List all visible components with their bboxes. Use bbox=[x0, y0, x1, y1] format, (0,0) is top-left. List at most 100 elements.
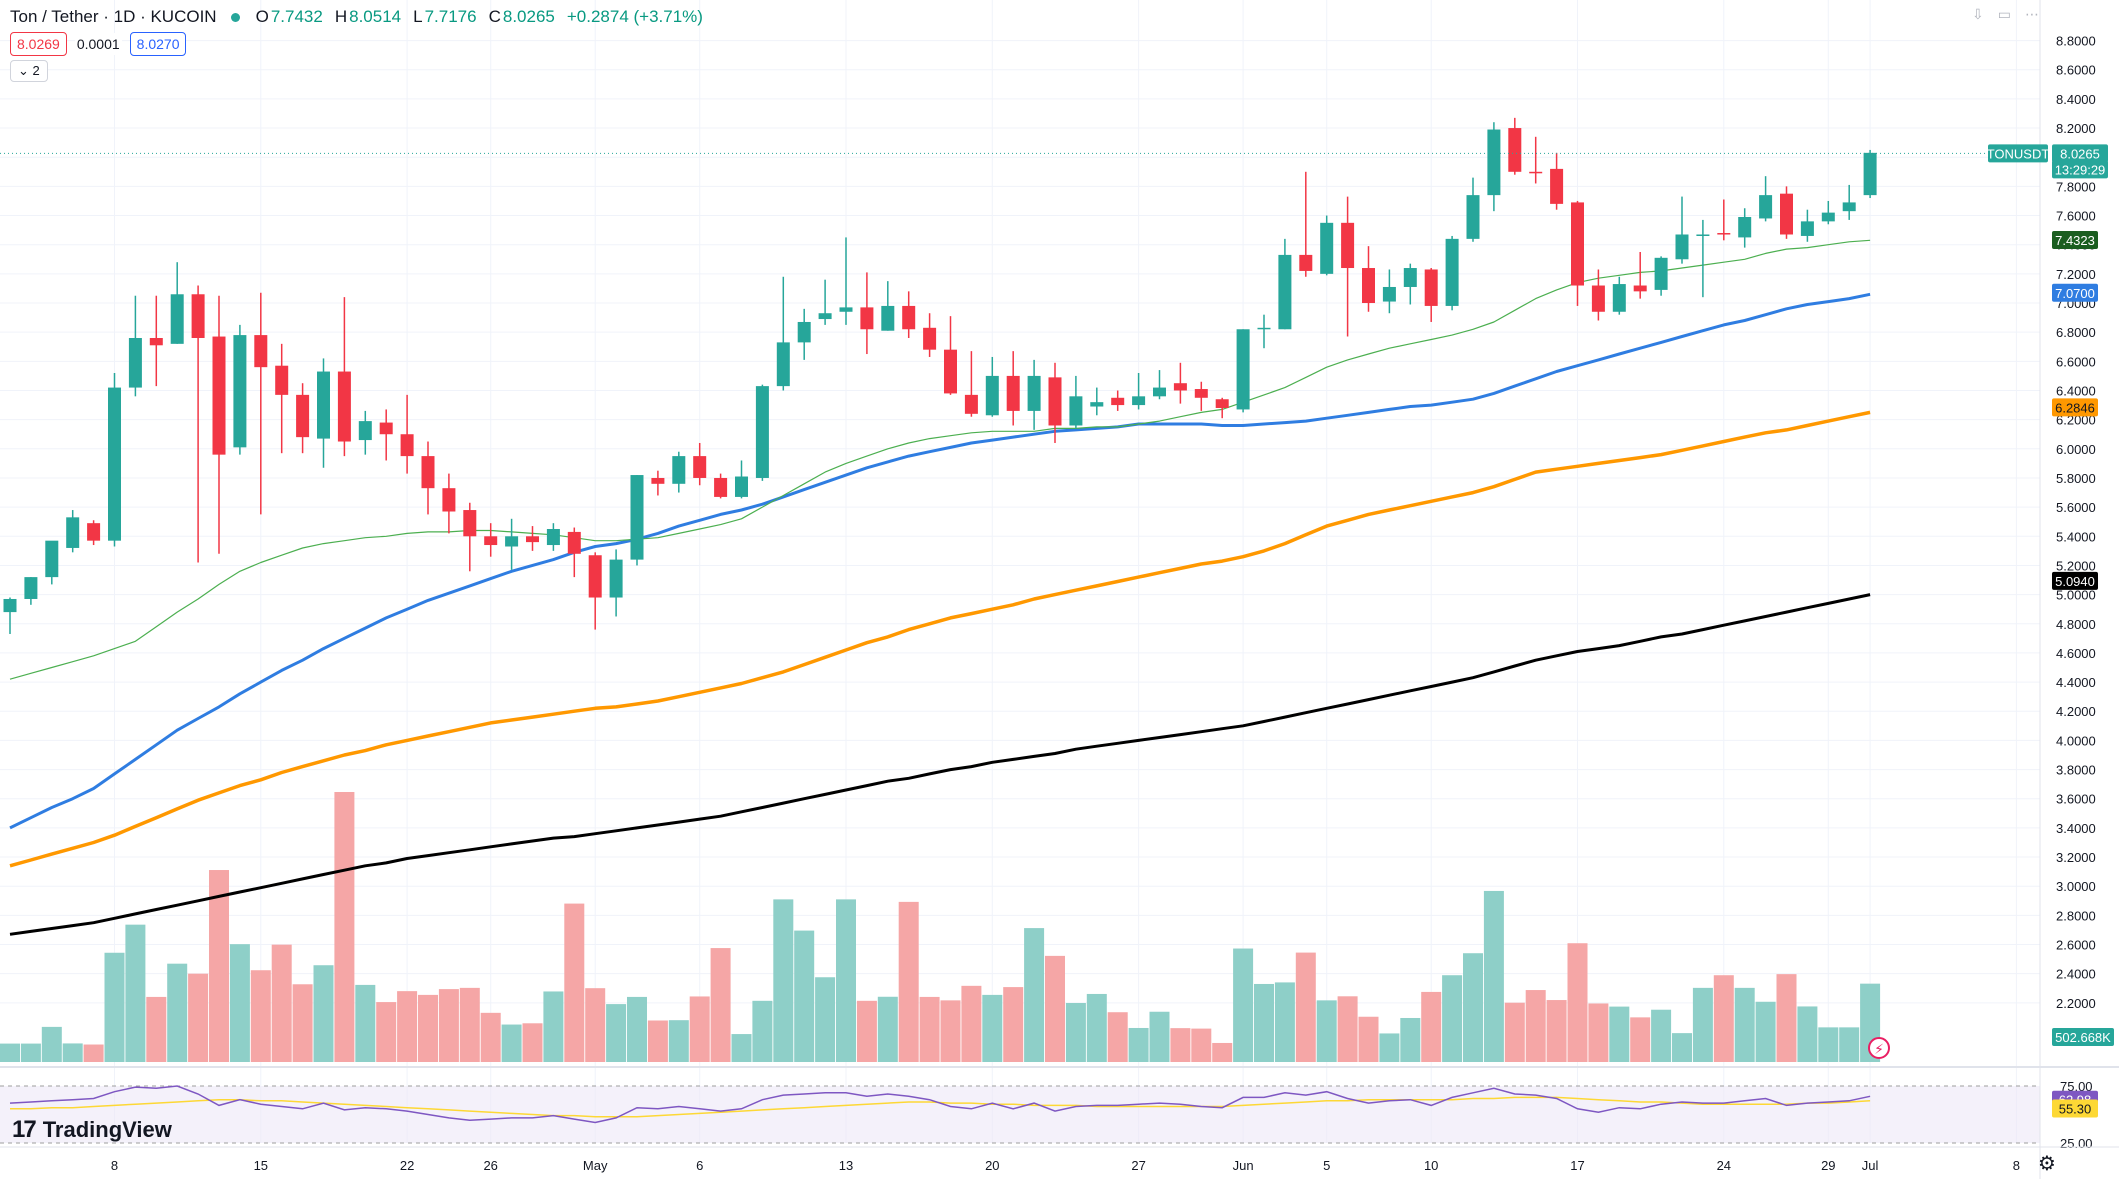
price-tick-label: 2.8000 bbox=[2056, 908, 2096, 923]
candle-body bbox=[985, 375, 999, 416]
candle-body bbox=[87, 523, 101, 541]
candle-body bbox=[1550, 168, 1564, 204]
candle-body bbox=[1445, 238, 1459, 306]
price-tick-label: 2.6000 bbox=[2056, 938, 2096, 953]
price-tick-label: 6.4000 bbox=[2056, 383, 2096, 398]
volume-bar bbox=[104, 952, 125, 1062]
price-tick-label: 2.4000 bbox=[2056, 967, 2096, 982]
symbol-title[interactable]: Ton / Tether · 1D · KUCOIN bbox=[10, 7, 217, 26]
candle-body bbox=[1299, 254, 1313, 271]
volume-bar bbox=[229, 944, 250, 1062]
volume-bar bbox=[62, 1043, 83, 1062]
time-tick-label: 17 bbox=[1570, 1158, 1584, 1173]
time-tick-label: 22 bbox=[400, 1158, 414, 1173]
candle-body bbox=[567, 531, 581, 554]
high-value: 8.0514 bbox=[349, 7, 402, 26]
tradingview-logo[interactable]: 17 TradingView bbox=[12, 1116, 172, 1144]
candle-body bbox=[1320, 222, 1334, 274]
symbol-label-bg bbox=[1988, 144, 2048, 163]
volume-label-bg bbox=[2052, 1028, 2114, 1046]
close-value: 8.0265 bbox=[502, 7, 555, 26]
candle-body bbox=[1006, 375, 1020, 411]
sma20-line bbox=[9, 239, 1871, 680]
volume-bar bbox=[1107, 1012, 1128, 1062]
logo-mark: 17 bbox=[12, 1116, 37, 1143]
volume-bar bbox=[250, 970, 271, 1062]
volume-bar bbox=[794, 930, 815, 1062]
price-tick-label: 5.8000 bbox=[2056, 471, 2096, 486]
price-tick-label: 5.6000 bbox=[2056, 500, 2096, 515]
volume-bar bbox=[146, 996, 167, 1062]
lightning-icon[interactable]: ⚡ bbox=[1868, 1037, 1890, 1059]
volume-bar bbox=[83, 1044, 104, 1062]
indicators-toggle-button[interactable]: ⌄ 2 bbox=[10, 60, 48, 82]
sell-button[interactable]: 8.0269 bbox=[10, 32, 67, 56]
volume-bar bbox=[1316, 1000, 1337, 1062]
gear-icon[interactable]: ⚙ bbox=[2038, 1153, 2056, 1175]
volume-bar bbox=[1379, 1033, 1400, 1062]
candle-body bbox=[1111, 397, 1125, 406]
candle-body bbox=[358, 421, 372, 441]
volume-bar bbox=[836, 899, 856, 1062]
candle-body bbox=[1278, 254, 1292, 330]
sma200-price-label-bg bbox=[2052, 571, 2098, 590]
volume-bar bbox=[647, 1020, 668, 1062]
volume-bar bbox=[355, 984, 376, 1062]
candle-body bbox=[1800, 221, 1814, 236]
candle-body bbox=[1842, 202, 1856, 212]
market-status-dot bbox=[230, 12, 240, 22]
candle-body bbox=[149, 338, 163, 346]
volume-bar bbox=[1274, 982, 1295, 1062]
candle-body bbox=[1759, 195, 1773, 219]
close-label: C bbox=[488, 7, 501, 26]
time-tick-label: 5 bbox=[1323, 1158, 1330, 1173]
candle-body bbox=[944, 349, 957, 394]
candle-body bbox=[755, 386, 769, 478]
volume-bar bbox=[376, 1002, 397, 1062]
volume-bar bbox=[1546, 1000, 1567, 1062]
volume-bar bbox=[1128, 1027, 1149, 1062]
candle-body bbox=[546, 529, 560, 546]
more-icon[interactable]: ⋯ bbox=[2025, 6, 2039, 22]
volume-bar bbox=[1776, 974, 1797, 1062]
volume-bar bbox=[459, 987, 480, 1062]
volume-bar bbox=[1525, 990, 1546, 1062]
price-tick-label: 2.2000 bbox=[2056, 996, 2096, 1011]
candle-body bbox=[860, 307, 874, 330]
candle-body bbox=[1612, 284, 1626, 312]
volume-bar bbox=[397, 991, 418, 1062]
time-tick-label: 26 bbox=[483, 1158, 497, 1173]
volume-bar bbox=[564, 903, 585, 1062]
volume-bar bbox=[1254, 983, 1274, 1062]
rsi-ma-value-label-bg bbox=[2052, 1099, 2098, 1118]
volume-bar bbox=[1692, 987, 1713, 1062]
volume-bar bbox=[1233, 948, 1254, 1062]
sma50-price-label-bg bbox=[2052, 283, 2098, 302]
trade-buttons: 8.0269 0.0001 8.0270 bbox=[10, 32, 187, 56]
buy-button[interactable]: 8.0270 bbox=[129, 32, 187, 56]
low-label: L bbox=[413, 7, 423, 26]
volume-bar bbox=[1504, 1002, 1525, 1062]
countdown-label-bg bbox=[2052, 160, 2108, 179]
volume-bar bbox=[1421, 991, 1442, 1062]
candle-body bbox=[66, 517, 80, 548]
last-price-label-bg bbox=[2052, 144, 2108, 163]
volume-bar bbox=[856, 1000, 877, 1062]
volume-bar bbox=[1609, 1006, 1630, 1062]
candle-body bbox=[24, 577, 38, 599]
price-tick-label: 4.2000 bbox=[2056, 704, 2096, 719]
candle-body bbox=[317, 371, 330, 439]
candle-body bbox=[964, 394, 978, 414]
candle-body bbox=[275, 365, 289, 395]
candle-body bbox=[1821, 212, 1835, 222]
sma200-price-label: 5.0940 bbox=[2055, 574, 2095, 589]
fullscreen-icon[interactable]: ▭ bbox=[1997, 6, 2011, 22]
sma50-line bbox=[9, 292, 1871, 830]
candle-body bbox=[1717, 233, 1731, 235]
volume-bar bbox=[1358, 1016, 1379, 1062]
candle-body bbox=[1529, 171, 1543, 174]
candle-body bbox=[923, 327, 937, 350]
volume-bar bbox=[982, 994, 1003, 1062]
arrow-down-icon[interactable]: ⇩ bbox=[1972, 6, 1984, 22]
